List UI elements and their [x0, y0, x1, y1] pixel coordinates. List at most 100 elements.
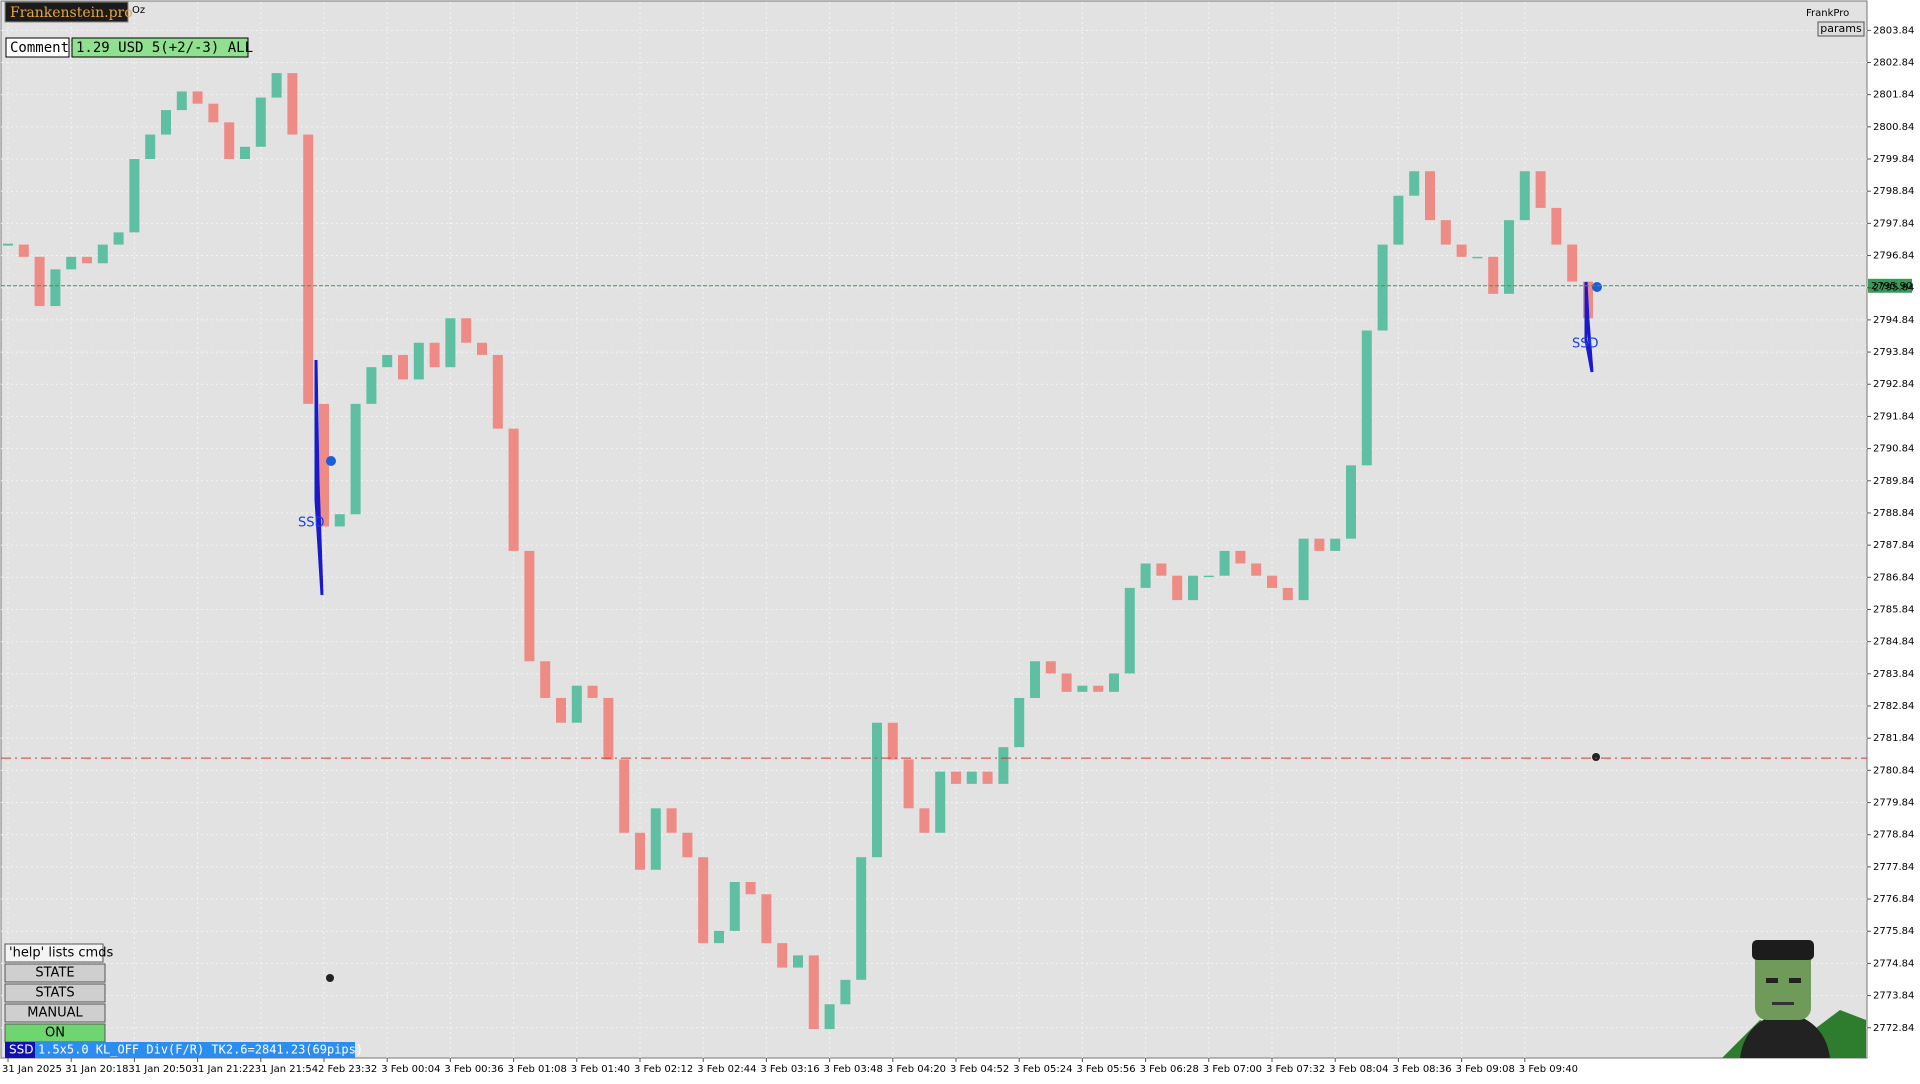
candle: [1140, 563, 1151, 588]
candle: [461, 318, 472, 343]
x-tick-label: 3 Feb 04:52: [950, 1064, 1009, 1075]
candle: [1093, 685, 1104, 692]
candle: [1267, 575, 1277, 588]
candle: [34, 256, 45, 307]
candle: [587, 685, 598, 698]
candle: [571, 685, 582, 723]
candle: [1377, 244, 1388, 331]
y-tick-label: 2788.84: [1873, 508, 1914, 519]
x-tick-label: 3 Feb 09:40: [1519, 1064, 1578, 1075]
skull-icon: [326, 974, 334, 982]
button[interactable]: [4, 943, 104, 963]
comment-label[interactable]: Comment: [10, 40, 69, 56]
skull-icon: [1592, 753, 1600, 761]
candle: [1361, 330, 1372, 466]
y-tick-label: 2791.84: [1873, 411, 1914, 422]
x-tick-label: 3 Feb 03:16: [760, 1064, 819, 1075]
avatar-head: [1755, 945, 1811, 1020]
comment-box[interactable]: [5, 37, 70, 58]
candle: [1504, 220, 1514, 294]
current-price-label: 2795.90: [1871, 281, 1912, 292]
candle: [524, 550, 535, 662]
candle: [1188, 575, 1198, 601]
signal-icon: [326, 456, 336, 466]
candle: [1109, 673, 1119, 692]
candle: [935, 771, 946, 833]
current-price-box: [1868, 278, 1912, 293]
status-tag: SSD: [9, 1043, 33, 1057]
params-label[interactable]: params: [1820, 22, 1862, 35]
y-tick-label: 2773.84: [1873, 991, 1914, 1002]
y-tick-label: 2783.84: [1873, 669, 1914, 680]
candle: [1235, 550, 1246, 564]
candle: [1456, 244, 1467, 257]
button-label[interactable]: STATS: [35, 986, 74, 1001]
candle: [1519, 171, 1530, 221]
avatar-eye: [1789, 978, 1801, 983]
y-tick-label: 2794.84: [1873, 315, 1914, 326]
candle: [793, 955, 803, 968]
avatar-hair: [1752, 940, 1814, 960]
candle: [603, 697, 614, 760]
params-button[interactable]: [1817, 21, 1865, 37]
candle: [271, 73, 282, 98]
symbol-note: Oz: [132, 5, 145, 16]
x-tick-label: 3 Feb 01:08: [508, 1064, 567, 1075]
button-label[interactable]: ON: [45, 1026, 65, 1041]
y-tick-label: 2776.84: [1873, 894, 1914, 905]
candle: [3, 243, 13, 246]
candle: [66, 256, 77, 270]
candle: [1314, 538, 1325, 551]
candle: [1409, 171, 1420, 196]
y-tick-label: 2777.84: [1873, 862, 1914, 873]
y-tick-label: 2803.84: [1873, 25, 1914, 36]
indicator-name: FrankPro: [1806, 8, 1849, 19]
x-tick-label: 31 Jan 21:22: [192, 1064, 255, 1075]
candle: [1551, 207, 1562, 245]
candle: [1535, 171, 1546, 208]
status-bar: [5, 1042, 355, 1058]
comment-value: 1.29 USD 5(+2/-3) ALL: [76, 40, 253, 56]
candle: [682, 832, 693, 858]
candle: [1077, 685, 1088, 692]
candle: [50, 269, 61, 307]
x-tick-label: 3 Feb 05:56: [1076, 1064, 1135, 1075]
candle: [1488, 256, 1499, 294]
x-tick-label: 3 Feb 00:36: [444, 1064, 503, 1075]
candle: [1124, 587, 1135, 674]
button-label[interactable]: STATE: [35, 966, 74, 981]
x-tick-label: 3 Feb 07:32: [1266, 1064, 1325, 1075]
y-tick-label: 2785.84: [1873, 604, 1914, 615]
x-tick-label: 3 Feb 04:20: [887, 1064, 946, 1075]
x-tick-label: 3 Feb 03:48: [824, 1064, 883, 1075]
overlays: 2795.90 SSD SSD: [1, 278, 1912, 982]
status-text: 1.5x5.0 KL_OFF Div(F/R) TK2.6=2841.23(69…: [38, 1043, 363, 1057]
button-label[interactable]: MANUAL: [27, 1006, 83, 1021]
candle: [445, 318, 456, 368]
candle: [745, 882, 756, 895]
candle: [508, 428, 519, 551]
brand: Frankenstein.pro: [10, 5, 133, 21]
x-tick-label: 3 Feb 08:04: [1329, 1064, 1388, 1075]
candle: [287, 73, 298, 135]
candle: [398, 354, 408, 380]
candle: [872, 722, 882, 858]
button-label[interactable]: 'help' lists cmds: [9, 946, 113, 961]
candle: [619, 759, 630, 833]
button[interactable]: [4, 983, 106, 1003]
x-tick-label: 31 Jan 2025: [2, 1064, 62, 1075]
candle: [145, 134, 156, 160]
ssd-signal: [1584, 281, 1594, 373]
candle: [903, 759, 914, 809]
button[interactable]: [4, 1003, 106, 1023]
candle: [1567, 244, 1578, 282]
x-tick-label: 2 Feb 23:32: [318, 1064, 377, 1075]
y-tick-label: 2789.84: [1873, 476, 1914, 487]
button[interactable]: [4, 963, 106, 983]
candle: [556, 697, 566, 723]
candle: [666, 808, 677, 833]
candle: [1251, 563, 1262, 576]
y-tick-label: 2772.84: [1873, 1023, 1914, 1034]
y-tick-label: 2797.84: [1873, 218, 1914, 229]
candle: [1472, 256, 1483, 259]
